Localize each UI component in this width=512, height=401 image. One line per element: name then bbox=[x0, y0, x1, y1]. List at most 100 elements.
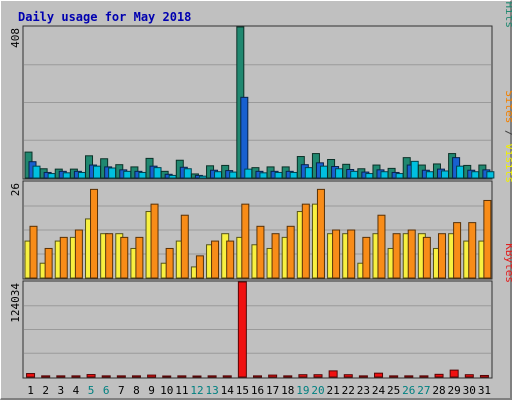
bar-pages-day-29 bbox=[456, 165, 465, 179]
x-label-day-12: 12 bbox=[190, 384, 203, 397]
bar-pages-day-8 bbox=[138, 171, 147, 179]
x-label-day-15: 15 bbox=[236, 384, 249, 397]
bar-sites-day-7 bbox=[120, 236, 129, 279]
bar-sites-day-9 bbox=[150, 203, 159, 279]
bar-pages-day-1 bbox=[32, 165, 41, 179]
bar-kbytes-day-3 bbox=[56, 375, 66, 378]
bar-sites-day-18 bbox=[286, 225, 295, 279]
bar-kbytes-day-13 bbox=[207, 375, 217, 378]
bar-pages-day-9 bbox=[153, 167, 162, 179]
x-label-day-23: 23 bbox=[357, 384, 370, 397]
panel-hits-max-label: 408 bbox=[9, 28, 22, 48]
bar-kbytes-day-1 bbox=[26, 373, 36, 378]
bar-kbytes-day-23 bbox=[358, 375, 368, 378]
bar-sites-day-22 bbox=[347, 229, 356, 279]
x-label-day-24: 24 bbox=[372, 384, 386, 397]
bar-sites-day-4 bbox=[74, 229, 83, 279]
bar-sites-day-24 bbox=[377, 214, 386, 279]
bar-kbytes-day-4 bbox=[71, 375, 81, 378]
bar-sites-day-16 bbox=[256, 225, 265, 279]
bar-pages-day-21 bbox=[335, 168, 344, 179]
legend-entry: KBytes bbox=[503, 243, 512, 283]
bar-sites-day-8 bbox=[135, 236, 144, 279]
bar-kbytes-day-30 bbox=[464, 374, 474, 378]
bar-sites-day-5 bbox=[90, 188, 99, 279]
panel-kbytes-max-label: 124034 bbox=[9, 283, 22, 323]
bar-sites-day-19 bbox=[301, 203, 310, 279]
bar-pages-day-15 bbox=[244, 168, 253, 179]
x-label-day-2: 2 bbox=[42, 384, 49, 397]
x-label-day-28: 28 bbox=[432, 384, 445, 397]
bar-sites-day-6 bbox=[105, 233, 114, 279]
bar-kbytes-day-22 bbox=[343, 374, 353, 378]
bar-kbytes-day-18 bbox=[283, 375, 293, 378]
bar-pages-day-14 bbox=[229, 171, 238, 179]
x-label-day-7: 7 bbox=[118, 384, 125, 397]
bar-kbytes-day-28 bbox=[434, 373, 444, 378]
bar-kbytes-day-21 bbox=[328, 370, 338, 378]
bar-kbytes-day-7 bbox=[116, 375, 126, 378]
bar-sites-day-28 bbox=[437, 233, 446, 279]
bar-kbytes-day-15 bbox=[237, 281, 247, 378]
bar-kbytes-day-19 bbox=[298, 374, 308, 378]
x-label-day-19: 19 bbox=[296, 384, 309, 397]
x-label-day-31: 31 bbox=[478, 384, 491, 397]
bar-files-day-15 bbox=[240, 96, 249, 179]
bar-pages-day-7 bbox=[123, 170, 132, 179]
bar-kbytes-day-27 bbox=[419, 375, 429, 378]
bar-kbytes-day-16 bbox=[253, 375, 262, 378]
bar-sites-day-14 bbox=[226, 240, 235, 279]
chart-title: Daily usage for May 2018 bbox=[18, 10, 191, 24]
x-label-day-8: 8 bbox=[133, 384, 140, 397]
panel-kbytes-legend: KBytes bbox=[503, 243, 512, 283]
bar-kbytes-day-26 bbox=[404, 375, 414, 378]
panel-visits-legend: Sites / Visits bbox=[503, 90, 512, 183]
bar-sites-day-15 bbox=[241, 203, 250, 279]
bar-kbytes-day-14 bbox=[222, 375, 232, 378]
bar-pages-day-11 bbox=[183, 168, 192, 179]
bar-kbytes-day-5 bbox=[86, 374, 96, 378]
bar-sites-day-2 bbox=[44, 247, 53, 279]
x-label-day-16: 16 bbox=[251, 384, 264, 397]
panel-visits: 26 Sites / Visits bbox=[9, 90, 512, 280]
bar-pages-day-24 bbox=[380, 171, 389, 179]
x-label-day-11: 11 bbox=[175, 384, 188, 397]
bar-pages-day-25 bbox=[395, 173, 404, 179]
bar-kbytes-day-6 bbox=[101, 375, 111, 378]
bar-pages-day-5 bbox=[93, 165, 102, 179]
bar-pages-day-30 bbox=[471, 171, 480, 179]
bar-sites-day-27 bbox=[422, 236, 431, 279]
x-label-day-18: 18 bbox=[281, 384, 294, 397]
x-label-day-1: 1 bbox=[27, 384, 34, 397]
bar-pages-day-10 bbox=[168, 174, 177, 179]
bar-kbytes-day-10 bbox=[162, 375, 172, 378]
bar-pages-day-13 bbox=[214, 171, 223, 179]
bar-sites-day-13 bbox=[211, 240, 220, 279]
bar-sites-day-23 bbox=[362, 236, 371, 279]
x-label-day-5: 5 bbox=[88, 384, 95, 397]
bar-sites-day-30 bbox=[468, 222, 477, 279]
bar-pages-day-6 bbox=[108, 167, 117, 179]
bar-kbytes-day-2 bbox=[41, 375, 51, 378]
bar-sites-day-26 bbox=[407, 229, 416, 279]
bar-pages-day-4 bbox=[77, 171, 86, 179]
bar-pages-day-20 bbox=[319, 165, 328, 179]
panel-hits: 408 Pages / Files / Hits bbox=[9, 1, 512, 180]
bar-sites-day-12 bbox=[195, 255, 204, 279]
bar-sites-day-20 bbox=[316, 188, 325, 279]
bar-kbytes-day-9 bbox=[147, 374, 157, 378]
bar-sites-day-29 bbox=[453, 222, 462, 279]
bar-pages-day-3 bbox=[62, 172, 71, 179]
bar-pages-day-2 bbox=[47, 173, 56, 179]
bar-sites-day-31 bbox=[483, 199, 492, 279]
x-label-day-30: 30 bbox=[463, 384, 476, 397]
x-label-day-26: 26 bbox=[402, 384, 415, 397]
bar-sites-day-17 bbox=[271, 233, 280, 279]
bar-pages-day-28 bbox=[440, 170, 449, 179]
bar-sites-day-1 bbox=[29, 225, 38, 279]
bar-sites-day-3 bbox=[59, 236, 68, 279]
x-label-day-29: 29 bbox=[448, 384, 461, 397]
bar-kbytes-day-31 bbox=[479, 374, 489, 378]
bar-kbytes-day-8 bbox=[131, 375, 141, 378]
